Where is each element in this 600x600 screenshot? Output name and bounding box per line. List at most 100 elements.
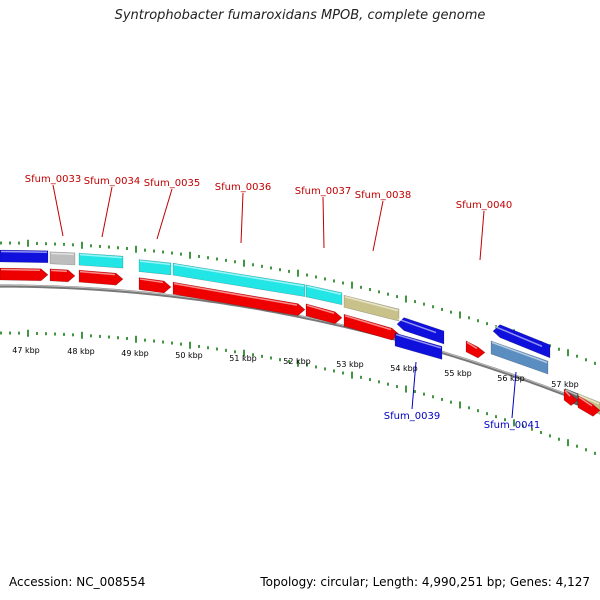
outer-tick <box>351 281 353 289</box>
outer-tick <box>117 246 119 250</box>
cds-arrow-highlight <box>0 268 41 272</box>
inner-tick <box>270 356 272 360</box>
gene-label-sfum_0039: Sfum_0039 <box>384 411 440 422</box>
outer-tick <box>306 273 308 277</box>
gene-label-sfum_0036: Sfum_0036 <box>215 182 271 193</box>
gene-label-sfum_0033: Sfum_0033 <box>25 174 81 185</box>
outer-tick <box>126 246 128 250</box>
reverse-arrow <box>396 317 445 345</box>
cds-arrow <box>172 281 306 316</box>
cds-arrow <box>305 303 343 325</box>
kbp-scale-label: 57 kbp <box>551 380 579 389</box>
backbone-layer <box>0 284 600 410</box>
outer-tick <box>144 248 146 252</box>
inner-tick <box>387 382 389 386</box>
inner-tick <box>369 378 371 382</box>
kbp-scale-label: 50 kbp <box>175 351 203 360</box>
outer-tick <box>468 316 470 320</box>
gene-label-sfum_0037: Sfum_0037 <box>295 186 351 197</box>
reverse-block-shape <box>490 340 549 375</box>
outer-tick <box>207 256 209 260</box>
feature-block-highlight <box>0 250 48 254</box>
gene-leader-line <box>411 361 417 410</box>
feature-layer <box>0 249 600 417</box>
feature-block-highlight <box>306 285 342 295</box>
inner-tick <box>180 342 182 346</box>
feature-block-shape <box>172 262 306 297</box>
inner-tick <box>522 424 524 428</box>
feature-block-highlight <box>565 389 578 396</box>
inner-tick <box>549 434 551 438</box>
reverse-block <box>394 332 443 360</box>
map-title: Syntrophobacter fumaroxidans MPOB, compl… <box>114 8 486 23</box>
inner-tick <box>594 451 596 455</box>
outer-tick <box>486 322 488 326</box>
outer-tick <box>288 269 290 273</box>
inner-tick <box>531 427 533 431</box>
inner-tick <box>513 419 515 427</box>
kbp-scale-label: 49 kbp <box>121 349 149 358</box>
feature-block <box>305 284 343 306</box>
outer-tick <box>162 250 164 254</box>
inner-tick <box>414 390 416 394</box>
outer-tick <box>594 361 596 365</box>
outer-tick <box>189 251 191 259</box>
outer-tick <box>252 263 254 267</box>
gene-leader-line <box>101 186 113 238</box>
inner-tick <box>108 335 110 339</box>
inner-tick <box>36 331 38 335</box>
outer-tick <box>324 277 326 281</box>
cds-arrow-shape <box>305 303 343 325</box>
outer-tick <box>369 288 371 292</box>
inner-tick <box>468 406 470 410</box>
feature-block-highlight <box>79 253 123 259</box>
inner-tick <box>360 375 362 379</box>
outer-tick <box>270 266 272 270</box>
outer-tick <box>576 354 578 358</box>
outer-tick <box>180 252 182 256</box>
cds-arrow-shape <box>172 281 306 316</box>
outer-tick <box>477 319 479 323</box>
gene-label-sfum_0035: Sfum_0035 <box>144 178 200 189</box>
inner-tick <box>27 329 29 337</box>
inner-tick <box>504 418 506 422</box>
gene-leader-line <box>156 188 173 240</box>
inner-tick <box>297 359 299 367</box>
outer-tick <box>342 281 344 285</box>
inner-tick <box>585 448 587 452</box>
kbp-scale-label: 53 kbp <box>336 360 364 369</box>
reverse-block <box>490 340 549 375</box>
feature-block <box>78 252 124 269</box>
cds-arrow <box>577 395 600 417</box>
feature-block <box>138 259 172 276</box>
inner-tick <box>198 344 200 348</box>
reverse-arrow-highlight <box>397 318 437 334</box>
gene-leader-line <box>511 371 517 419</box>
cds-arrow-highlight <box>50 269 68 273</box>
outer-tick <box>45 242 47 246</box>
inner-tick <box>9 331 11 335</box>
accession-text: Accession: NC_008554 <box>9 575 146 589</box>
outer-tick <box>198 254 200 258</box>
inner-tick <box>441 397 443 401</box>
outer-tick <box>441 307 443 311</box>
outer-tick <box>225 258 227 262</box>
backbone-highlight <box>0 284 600 409</box>
inner-tick <box>153 339 155 343</box>
reverse-block-shape <box>394 332 443 360</box>
outer-tick <box>360 285 362 289</box>
inner-tick <box>99 334 101 338</box>
cds-arrow-highlight <box>139 278 164 284</box>
outer-tick <box>153 249 155 253</box>
feature-block-shape <box>0 249 49 264</box>
cds-arrow-highlight <box>79 270 116 276</box>
inner-tick <box>378 380 380 384</box>
tick-layer <box>0 239 596 455</box>
outer-tick <box>108 245 110 249</box>
gene-label-sfum_0034: Sfum_0034 <box>84 176 140 187</box>
kbp-scale-label: 51 kbp <box>229 354 257 363</box>
inner-tick <box>225 348 227 352</box>
feature-block-highlight <box>173 263 305 287</box>
outer-tick <box>135 245 137 253</box>
outer-tick <box>27 239 29 247</box>
